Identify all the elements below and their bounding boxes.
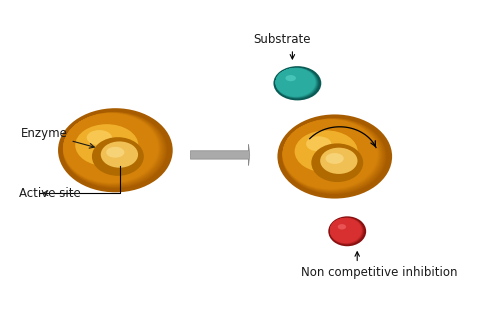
Ellipse shape — [283, 120, 374, 187]
Ellipse shape — [276, 68, 318, 99]
Ellipse shape — [276, 68, 318, 98]
Ellipse shape — [294, 131, 358, 172]
Ellipse shape — [282, 118, 384, 193]
Ellipse shape — [276, 68, 314, 96]
Ellipse shape — [338, 224, 346, 229]
Ellipse shape — [330, 218, 364, 244]
Ellipse shape — [63, 112, 166, 187]
Ellipse shape — [330, 218, 361, 243]
Ellipse shape — [276, 69, 313, 95]
Ellipse shape — [330, 218, 362, 243]
Ellipse shape — [63, 113, 162, 185]
Ellipse shape — [330, 218, 364, 245]
Ellipse shape — [330, 218, 360, 242]
Ellipse shape — [63, 112, 163, 186]
Ellipse shape — [276, 68, 320, 99]
Ellipse shape — [330, 218, 360, 242]
Ellipse shape — [64, 113, 158, 183]
Ellipse shape — [64, 114, 154, 180]
Ellipse shape — [326, 153, 344, 164]
Ellipse shape — [283, 120, 376, 188]
Ellipse shape — [62, 112, 168, 188]
Ellipse shape — [330, 218, 363, 244]
Ellipse shape — [276, 68, 317, 98]
Ellipse shape — [328, 216, 366, 246]
Ellipse shape — [276, 68, 315, 96]
Ellipse shape — [330, 218, 363, 244]
Ellipse shape — [276, 68, 314, 96]
Ellipse shape — [312, 143, 363, 182]
Ellipse shape — [101, 141, 138, 168]
Ellipse shape — [282, 119, 383, 192]
Ellipse shape — [276, 69, 314, 95]
Ellipse shape — [62, 111, 168, 189]
Ellipse shape — [64, 114, 155, 181]
Ellipse shape — [278, 115, 392, 198]
Text: Substrate: Substrate — [254, 33, 311, 46]
Ellipse shape — [330, 218, 362, 243]
Ellipse shape — [276, 68, 316, 97]
Ellipse shape — [64, 114, 154, 180]
Ellipse shape — [63, 113, 161, 185]
Ellipse shape — [58, 108, 172, 192]
Ellipse shape — [274, 66, 322, 100]
Ellipse shape — [282, 119, 382, 192]
Ellipse shape — [283, 120, 376, 188]
Ellipse shape — [64, 113, 158, 182]
Ellipse shape — [63, 112, 164, 187]
Ellipse shape — [282, 119, 378, 189]
Ellipse shape — [330, 218, 362, 244]
Ellipse shape — [276, 68, 316, 97]
Ellipse shape — [330, 218, 362, 244]
Ellipse shape — [276, 68, 317, 98]
Ellipse shape — [320, 148, 358, 174]
Ellipse shape — [75, 124, 138, 166]
Ellipse shape — [92, 137, 144, 176]
Ellipse shape — [330, 218, 360, 242]
Ellipse shape — [282, 119, 380, 191]
Ellipse shape — [276, 68, 316, 97]
Ellipse shape — [282, 119, 379, 190]
Ellipse shape — [86, 130, 112, 145]
Ellipse shape — [276, 68, 314, 96]
Ellipse shape — [106, 147, 124, 158]
Text: Non competitive inhibition: Non competitive inhibition — [302, 266, 458, 280]
Ellipse shape — [282, 118, 386, 194]
Ellipse shape — [282, 120, 377, 189]
Ellipse shape — [286, 75, 296, 81]
Ellipse shape — [334, 222, 355, 237]
Ellipse shape — [330, 218, 362, 243]
Ellipse shape — [276, 68, 319, 99]
Ellipse shape — [63, 113, 160, 184]
Ellipse shape — [276, 68, 316, 97]
Ellipse shape — [282, 119, 382, 192]
Ellipse shape — [282, 119, 380, 190]
Ellipse shape — [283, 120, 374, 187]
Ellipse shape — [64, 113, 157, 182]
Text: Enzyme: Enzyme — [20, 127, 94, 148]
Ellipse shape — [276, 68, 318, 98]
Ellipse shape — [330, 218, 360, 242]
Ellipse shape — [282, 118, 387, 195]
Ellipse shape — [63, 112, 164, 186]
Text: Active site: Active site — [19, 187, 81, 200]
Ellipse shape — [64, 114, 156, 182]
Ellipse shape — [276, 68, 318, 98]
Ellipse shape — [306, 136, 332, 151]
Ellipse shape — [282, 118, 385, 193]
Ellipse shape — [330, 218, 364, 244]
Ellipse shape — [280, 73, 307, 90]
Ellipse shape — [63, 113, 160, 184]
Ellipse shape — [282, 118, 388, 195]
Ellipse shape — [62, 112, 166, 188]
Ellipse shape — [330, 218, 364, 245]
Ellipse shape — [330, 218, 361, 243]
Ellipse shape — [283, 120, 372, 186]
Ellipse shape — [330, 218, 364, 245]
